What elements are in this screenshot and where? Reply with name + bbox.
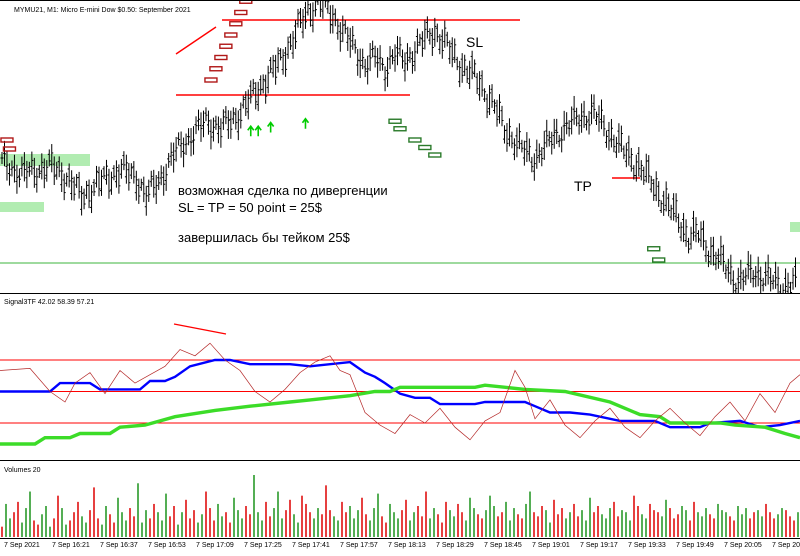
buy-signal-marker [393,126,407,132]
time-tick-label: 7 Sep 16:53 [148,542,186,549]
time-tick-label: 7 Sep 19:17 [580,542,618,549]
volume-chart [1,475,799,537]
indicator-panel: Signal3TF 42.02 58.39 57.21 [0,294,800,461]
divergence-line-indicator [173,323,227,335]
time-tick-label: 7 Sep 19:01 [532,542,570,549]
time-tick-label: 7 Sep 17:41 [292,542,330,549]
time-tick-label: 7 Sep 17:09 [196,542,234,549]
price-chart [0,1,800,293]
green-signal-line [0,383,800,446]
volume-label: Volumes 20 [4,467,41,474]
sell-signal-marker [239,1,253,4]
time-tick-label: 7 Sep 19:33 [628,542,666,549]
indicator-chart [0,323,800,446]
buy-signal-marker [428,152,442,158]
up-arrow-icon [254,124,262,137]
blue-signal-line [0,358,800,429]
time-tick-label: 7 Sep 2021 [4,542,40,549]
indicator-label: Signal3TF 42.02 58.39 57.21 [4,299,95,306]
sell-signal-marker [204,77,218,83]
time-tick-label: 7 Sep 17:57 [340,542,378,549]
time-axis: 7 Sep 2021 7 Sep 16:21 7 Sep 16:37 7 Sep 16… [0,539,800,556]
sell-signal-marker [0,137,14,143]
volume-panel: Volumes 20 [0,462,800,539]
sell-signal-marker [2,146,17,152]
price-panel: MYMU21, M1: Micro E-mini Dow $0.50: Sept… [0,0,800,294]
support-zone [790,222,800,232]
time-tick-label: 7 Sep 17:25 [244,542,282,549]
sl-label: SL [466,34,484,50]
time-tick-label: 7 Sep 16:37 [100,542,138,549]
up-arrow-icon [247,124,255,137]
up-arrow-icon [267,121,275,133]
time-tick-label: 7 Sep 20:05 [724,542,762,549]
buy-signal-marker [652,257,666,263]
note-line-1: возможная сделка по дивергенции [178,183,388,198]
note-line-3: завершилась бы тейком 25$ [178,230,350,245]
time-tick-label: 7 Sep 18:13 [388,542,426,549]
chart-title: MYMU21, M1: Micro E-mini Dow $0.50: Sept… [14,7,191,14]
oscillator-line [0,342,800,441]
time-tick-label: 7 Sep 16:21 [52,542,90,549]
time-tick-label: 7 Sep 18:45 [484,542,522,549]
time-tick-label: 7 Sep 20 [772,542,800,549]
tp-label: TP [574,178,592,194]
sell-signal-marker [214,54,228,61]
sell-signal-marker [219,43,233,49]
sell-signal-marker [224,32,238,38]
support-zone [0,202,44,212]
note-line-2: SL = TP = 50 point = 25$ [178,200,322,215]
buy-signal-marker [408,137,422,143]
buy-signal-marker [647,246,661,252]
time-tick-label: 7 Sep 19:49 [676,542,714,549]
support-zone [0,154,90,166]
sell-signal-marker [234,9,248,16]
time-tick-label: 7 Sep 18:29 [436,542,474,549]
up-arrow-icon [301,117,310,129]
divergence-line-price [175,26,217,55]
buy-signal-marker [418,144,432,151]
buy-signal-marker [388,118,402,124]
sell-signal-marker [209,66,223,72]
sell-signal-marker [229,21,243,27]
